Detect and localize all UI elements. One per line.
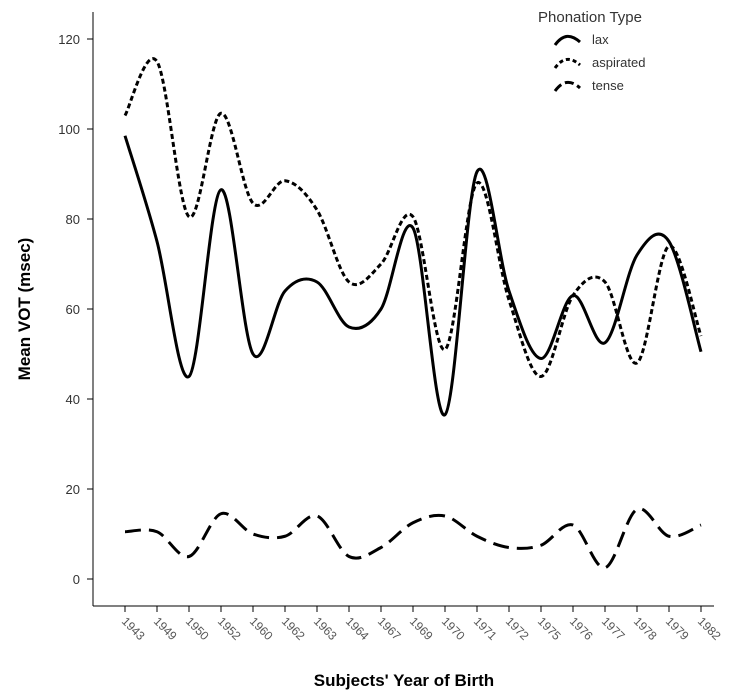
x-tick-label: 1971: [471, 614, 500, 643]
series-lines: [123, 57, 703, 570]
y-tick-label: 40: [66, 392, 80, 407]
y-axis-title: Mean VOT (msec): [15, 238, 34, 381]
y-tick-label: 60: [66, 302, 80, 317]
legend-symbol-lax: [553, 34, 581, 46]
x-ticks: 1943 1949 1950 1952 1960 1962 1963 1964 1967 1969…: [119, 606, 724, 643]
legend-label-tense: tense: [592, 78, 624, 93]
x-tick-label: 1960: [247, 614, 276, 643]
y-ticks: 0 20 40 60 80 100 120: [58, 32, 93, 587]
x-tick-label: 1970: [439, 614, 468, 643]
plot-area: 0 20 40 60 80 100 120 1943 1949 1950 1952 1960 1962…: [58, 12, 724, 643]
y-tick-label: 100: [58, 122, 80, 137]
legend-symbol-tense: [553, 80, 581, 92]
legend-label-aspirated: aspirated: [592, 55, 645, 70]
x-tick-label: 1977: [599, 614, 628, 643]
x-axis-title: Subjects' Year of Birth: [314, 671, 494, 690]
x-tick-label: 1943: [119, 614, 148, 643]
legend-label-lax: lax: [592, 32, 609, 47]
x-tick-label: 1975: [535, 614, 564, 643]
x-tick-label: 1952: [215, 614, 244, 643]
series-line-aspirated: [123, 57, 703, 378]
series-line-lax: [123, 135, 703, 417]
x-tick-label: 1950: [183, 614, 212, 643]
y-tick-label: 0: [73, 572, 80, 587]
y-tick-label: 120: [58, 32, 80, 47]
legend-title: Phonation Type: [538, 9, 642, 26]
x-tick-label: 1963: [311, 614, 340, 643]
legend-symbol-aspirated: [553, 57, 581, 69]
x-tick-label: 1979: [663, 614, 692, 643]
x-tick-label: 1969: [407, 614, 436, 643]
y-tick-label: 20: [66, 482, 80, 497]
x-tick-label: 1964: [343, 614, 372, 643]
x-tick-label: 1972: [503, 614, 532, 643]
x-tick-label: 1967: [375, 614, 404, 643]
y-tick-label: 80: [66, 212, 80, 227]
x-tick-label: 1962: [279, 614, 308, 643]
x-tick-label: 1978: [631, 614, 660, 643]
x-tick-label: 1949: [151, 614, 180, 643]
x-tick-label: 1976: [567, 614, 596, 643]
series-line-tense: [124, 507, 702, 570]
x-tick-label: 1982: [695, 614, 724, 643]
legend: Phonation Type lax aspirated tense: [538, 9, 645, 93]
legend-items: lax aspirated tense: [553, 32, 645, 93]
